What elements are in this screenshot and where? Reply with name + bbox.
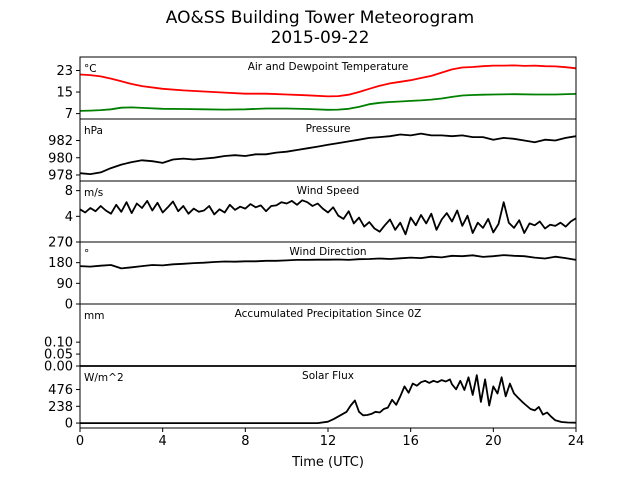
y-tick-label: 180 [48, 256, 73, 271]
y-tick-label: 982 [48, 134, 73, 149]
x-tick-label: 0 [76, 434, 84, 449]
x-tick-label: 4 [159, 434, 167, 449]
x-tick-label: 20 [485, 434, 502, 449]
y-tick-label: 0 [65, 236, 73, 251]
figure-date: 2015-09-22 [270, 28, 370, 48]
y-tick-label: 0 [65, 417, 73, 432]
y-tick-label: 23 [56, 64, 73, 79]
y-tick-label: 8 [65, 184, 73, 199]
y-tick-label: 0.00 [44, 360, 73, 375]
x-tick-label: 12 [320, 434, 337, 449]
panel-title: Wind Direction [289, 246, 366, 258]
y-tick-label: 4 [65, 210, 73, 225]
panel-title: Wind Speed [297, 185, 360, 197]
unit-label: m/s [84, 187, 103, 199]
series-line-2-1 [79, 132, 577, 176]
y-tick-label: 0.10 [44, 336, 73, 351]
y-tick-label: 7 [65, 107, 73, 122]
series-line-1-2 [79, 93, 577, 112]
y-tick-label: 15 [56, 86, 73, 101]
series-line-4-1 [79, 254, 577, 270]
unit-label: ° [84, 248, 89, 260]
panel-title: Air and Dewpoint Temperature [248, 61, 409, 73]
series-line-3-1 [79, 199, 577, 236]
y-tick-label: 978 [48, 168, 73, 183]
y-tick-label: 980 [48, 151, 73, 166]
y-tick-label: 0.05 [44, 348, 73, 363]
unit-label: hPa [84, 125, 103, 137]
y-tick-label: 238 [48, 400, 73, 415]
x-tick-label: 16 [402, 434, 419, 449]
series-line-6-1 [80, 374, 577, 425]
unit-label: mm [84, 310, 104, 322]
y-tick-label: 476 [48, 383, 73, 398]
x-tick-label: 8 [241, 434, 249, 449]
y-tick-label: 0 [65, 298, 73, 313]
series-line-1-1 [79, 64, 577, 98]
unit-label: W/m^2 [84, 372, 124, 384]
panel-title: Pressure [306, 123, 351, 135]
panel-title: Accumulated Precipitation Since 0Z [235, 308, 422, 320]
x-tick-label: 24 [568, 434, 585, 449]
x-axis-label: Time (UTC) [291, 455, 364, 470]
figure-title: AO&SS Building Tower Meteorogram [165, 8, 475, 28]
unit-label: °C [84, 63, 97, 75]
y-tick-label: 270 [48, 236, 73, 251]
panel-title: Solar Flux [302, 370, 354, 382]
y-tick-label: 90 [56, 277, 73, 292]
